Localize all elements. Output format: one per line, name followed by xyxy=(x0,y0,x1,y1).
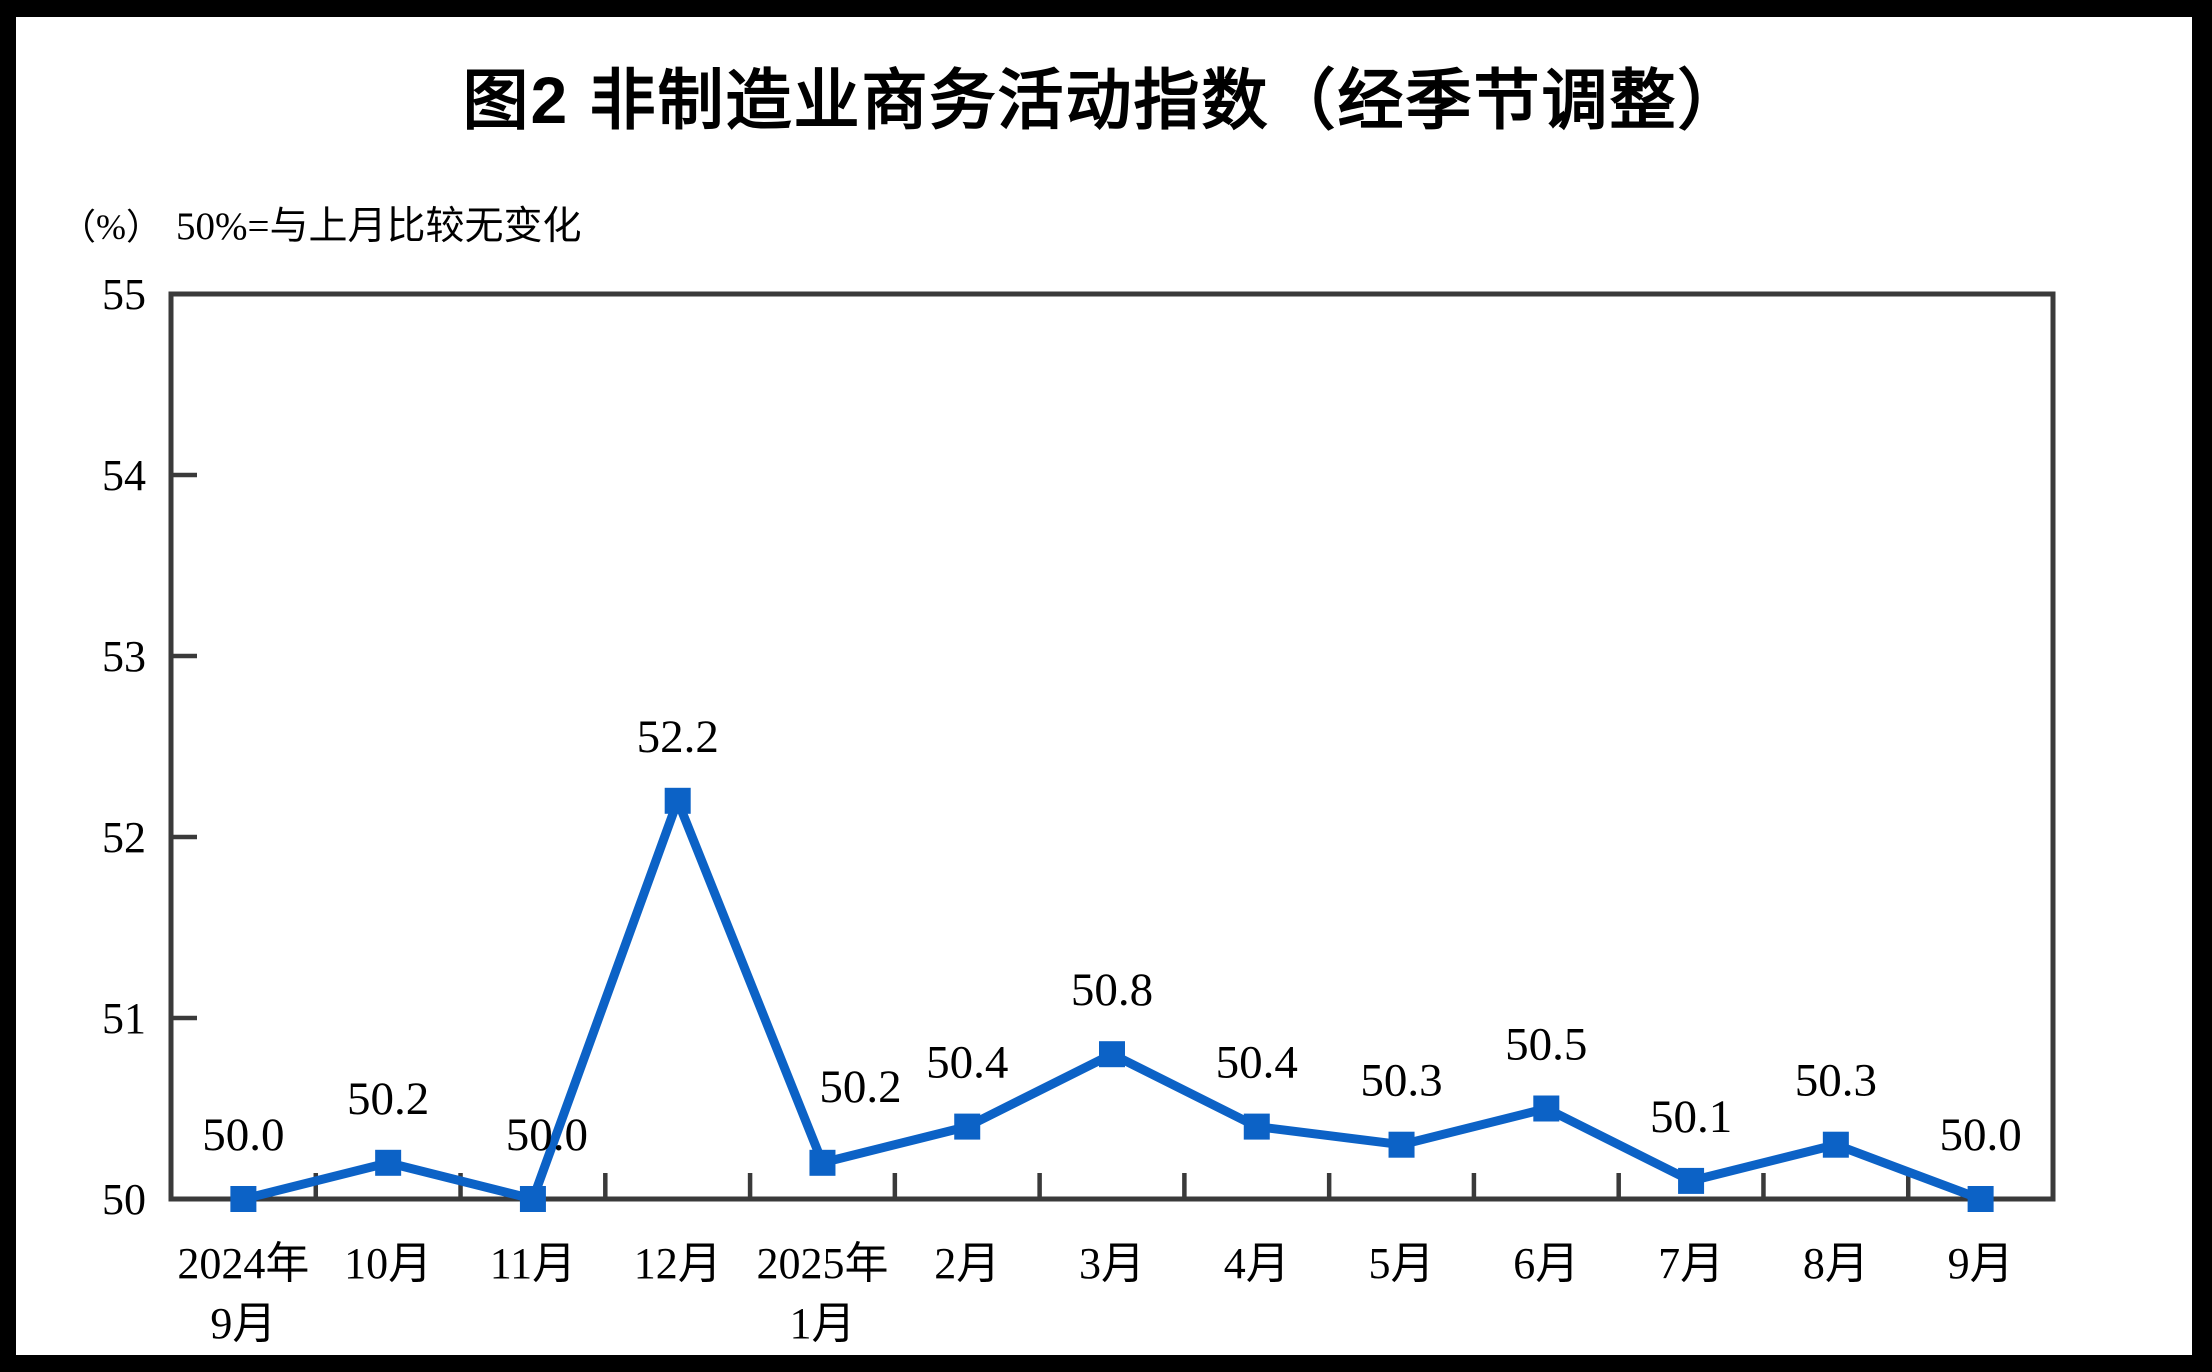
data-label: 50.5 xyxy=(1505,1019,1587,1071)
point-marker xyxy=(375,1149,402,1176)
chart-subtitle: （%） 50%=与上月比较无变化 xyxy=(60,195,581,251)
x-tick-label: 11月 xyxy=(490,1239,576,1288)
chart-canvas: 图2 非制造业商务活动指数（经季节调整） （%） 50%=与上月比较无变化 xyxy=(16,17,2192,1355)
point-marker xyxy=(1243,1113,1270,1140)
data-label: 50.2 xyxy=(819,1061,901,1113)
x-tick-label: 9月 xyxy=(1948,1239,2014,1288)
data-label: 50.0 xyxy=(1939,1109,2021,1161)
point-marker xyxy=(1388,1131,1415,1158)
point-marker xyxy=(664,787,691,814)
x-tick-label: 8月 xyxy=(1803,1239,1869,1288)
data-label: 50.0 xyxy=(506,1109,588,1161)
x-tick-label: 9月 xyxy=(210,1299,276,1348)
x-tick-label: 7月 xyxy=(1658,1239,1724,1288)
point-marker xyxy=(809,1149,836,1176)
y-tick-label: 51 xyxy=(102,994,146,1043)
data-label: 50.3 xyxy=(1360,1055,1442,1107)
y-tick-label: 53 xyxy=(102,632,146,681)
data-label: 50.4 xyxy=(926,1037,1008,1089)
plot-border xyxy=(168,291,2056,1202)
data-label: 50.8 xyxy=(1071,964,1153,1016)
point-marker xyxy=(1099,1041,1125,1068)
point-marker xyxy=(1967,1186,1994,1212)
x-tick-label: 4月 xyxy=(1224,1239,1290,1288)
y-tick-label: 55 xyxy=(102,270,146,319)
data-label: 50.1 xyxy=(1650,1091,1732,1143)
point-marker xyxy=(230,1186,257,1212)
x-tick-label: 6月 xyxy=(1513,1239,1579,1288)
x-tick-label: 5月 xyxy=(1369,1239,1435,1288)
y-tick-label: 50 xyxy=(102,1175,146,1224)
subtitle-note: 50%=与上月比较无变化 xyxy=(176,205,582,248)
data-label: 50.3 xyxy=(1795,1055,1877,1107)
y-tick-label: 52 xyxy=(102,813,146,862)
point-marker xyxy=(954,1113,981,1140)
y-axis-unit-label: （%） xyxy=(60,207,162,247)
x-tick-label: 12月 xyxy=(634,1239,722,1288)
data-label: 52.2 xyxy=(637,711,719,763)
point-marker xyxy=(1678,1167,1705,1194)
x-tick-label: 2024年 xyxy=(177,1239,309,1288)
data-label: 50.4 xyxy=(1216,1037,1298,1089)
point-marker xyxy=(519,1186,546,1212)
x-tick-label: 2025年 xyxy=(756,1239,888,1288)
data-label: 50.0 xyxy=(202,1109,284,1161)
point-marker xyxy=(1822,1131,1849,1158)
x-tick-label: 10月 xyxy=(344,1239,432,1288)
x-tick-label: 1月 xyxy=(789,1299,855,1348)
chart-title: 图2 非制造业商务活动指数（经季节调整） xyxy=(462,63,1746,137)
y-tick-label: 54 xyxy=(102,451,146,500)
x-tick-label: 3月 xyxy=(1079,1239,1145,1288)
data-label: 50.2 xyxy=(347,1073,429,1125)
x-tick-label: 2月 xyxy=(934,1239,1000,1288)
point-marker xyxy=(1533,1095,1560,1122)
